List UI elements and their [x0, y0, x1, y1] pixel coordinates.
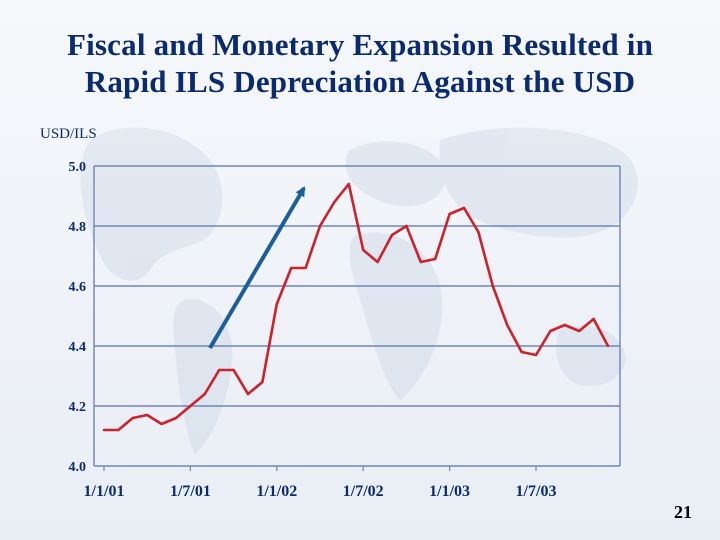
x-tick-label: 1/7/02: [343, 483, 384, 500]
data-point: [491, 284, 494, 288]
data-point: [592, 317, 595, 321]
y-tick-label: 4.6: [69, 280, 87, 295]
data-point: [290, 266, 293, 270]
data-point: [477, 230, 480, 234]
depreciation-arrow: [208, 186, 306, 350]
data-point: [246, 392, 250, 396]
data-point: [333, 200, 336, 204]
series-line-usd-ils: [104, 182, 610, 432]
x-tick-label: 1/1/02: [256, 483, 297, 500]
plot-area: 4.0 4.2 4.4 4.6 4.8 5.0 1/1/01 1/7/01 1/1/02 1/7…: [69, 160, 621, 500]
y-axis-tick-labels: 4.0 4.2 4.4 4.6 4.8 5.0: [69, 160, 87, 475]
data-point: [405, 224, 408, 228]
data-point: [419, 260, 422, 264]
y-tick-label: 4.0: [69, 460, 87, 475]
data-point: [390, 233, 394, 237]
x-tick-label: 1/1/01: [84, 483, 125, 500]
data-point: [117, 428, 120, 432]
data-point: [506, 323, 509, 327]
slide-title-line-1: Fiscal and Monetary Expansion Resulted i…: [66, 27, 654, 62]
y-tick-label: 4.8: [69, 220, 87, 235]
data-point: [448, 212, 451, 216]
y-tick-label: 5.0: [69, 160, 87, 175]
data-point: [232, 368, 235, 372]
y-axis-label: USD/ILS: [40, 126, 97, 142]
data-point: [131, 416, 134, 420]
data-point: [218, 368, 221, 372]
data-point: [534, 353, 538, 357]
data-point: [578, 329, 581, 333]
data-point: [606, 344, 610, 348]
data-point: [376, 260, 379, 264]
series-group: [102, 182, 610, 432]
data-point: [563, 323, 566, 327]
data-point: [160, 422, 163, 426]
x-axis-tick-labels: 1/1/01 1/7/01 1/1/02 1/7/02 1/1/03 1/7/03: [84, 466, 557, 500]
slide-number: 21: [674, 502, 692, 522]
data-point: [146, 413, 149, 417]
data-point: [304, 266, 307, 270]
data-point: [174, 416, 178, 420]
data-point: [362, 248, 365, 252]
data-point: [520, 350, 523, 354]
data-point: [189, 404, 192, 408]
y-tick-label: 4.4: [69, 340, 87, 355]
slide-title-line-2: Rapid ILS Depreciation Against the USD: [84, 64, 636, 99]
data-point: [203, 392, 206, 396]
data-point: [347, 182, 350, 186]
data-point: [275, 302, 278, 306]
data-point: [102, 428, 106, 432]
x-tick-label: 1/1/03: [429, 483, 470, 500]
x-tick-label: 1/7/01: [170, 483, 211, 500]
y-tick-label: 4.2: [69, 400, 87, 415]
slide-title: Fiscal and Monetary Expansion Resulted i…: [0, 26, 720, 100]
data-point: [318, 224, 322, 228]
data-point: [434, 257, 437, 261]
x-tick-label: 1/7/03: [516, 483, 557, 500]
data-point: [549, 329, 552, 333]
data-point: [261, 380, 264, 384]
data-point: [462, 206, 466, 210]
